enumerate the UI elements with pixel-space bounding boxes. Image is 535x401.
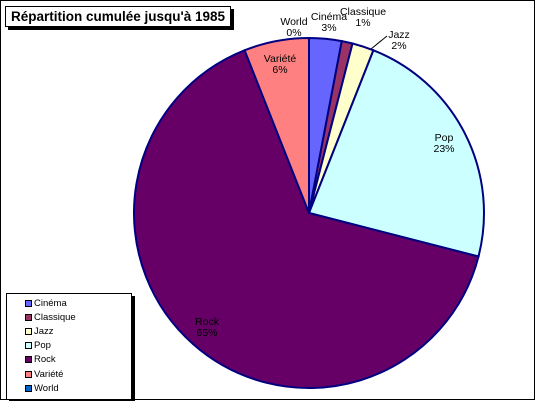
pie-slice-rock — [132, 48, 480, 390]
legend-swatch — [25, 300, 32, 307]
legend-item-world: World — [25, 382, 59, 396]
legend-item-rock: Rock — [25, 353, 56, 367]
legend-label: Rock — [34, 354, 56, 365]
legend-item-variete: Variété — [25, 368, 64, 382]
legend-item-pop: Pop — [25, 339, 51, 353]
legend: Cinéma Classique Jazz Pop Rock Variété W… — [6, 293, 132, 400]
legend-label: Pop — [34, 340, 51, 351]
label-pop: Pop 23% — [433, 132, 454, 155]
slice-value-label: 23% — [433, 143, 454, 155]
slice-value-label: 1% — [355, 17, 370, 29]
slice-category-label: Jazz — [388, 29, 410, 41]
legend-item-classique: Classique — [25, 311, 76, 325]
slice-value-label: 6% — [272, 64, 287, 76]
legend-label: World — [34, 383, 59, 394]
legend-swatch — [25, 314, 32, 321]
slice-value-label: 2% — [391, 40, 406, 52]
label-rock: Rock 65% — [195, 316, 220, 339]
legend-item-jazz: Jazz — [25, 325, 54, 339]
label-classique: Classique 1% — [340, 6, 386, 29]
slice-value-label: 3% — [321, 22, 336, 34]
legend-label: Cinéma — [34, 298, 67, 309]
legend-label: Jazz — [34, 326, 54, 337]
slice-category-label: Pop — [435, 132, 454, 144]
slice-category-label: World — [280, 16, 307, 28]
legend-swatch — [25, 371, 32, 378]
pie-slice-variete — [243, 36, 310, 214]
slice-category-label: Cinéma — [311, 11, 347, 23]
legend-swatch — [25, 342, 32, 349]
legend-label: Variété — [34, 369, 64, 380]
slice-value-label: 65% — [196, 327, 217, 339]
chart-title: Répartition cumulée jusqu'à 1985 — [5, 6, 232, 27]
label-world: World 0% — [280, 16, 307, 39]
legend-swatch — [25, 385, 32, 392]
label-variete: Variété 6% — [264, 53, 297, 76]
slice-value-label: 0% — [286, 27, 301, 39]
pie-slice-pop — [307, 48, 485, 258]
legend-item-cinema: Cinéma — [25, 297, 67, 311]
slice-category-label: Variété — [264, 53, 297, 65]
legend-swatch — [25, 328, 32, 335]
legend-label: Classique — [34, 312, 76, 323]
leader-line-jazz — [370, 35, 388, 50]
legend-swatch — [25, 356, 32, 363]
label-jazz: Jazz 2% — [388, 29, 410, 52]
label-cinema: Cinéma 3% — [311, 11, 347, 34]
slice-category-label: Classique — [340, 6, 386, 18]
slice-category-label: Rock — [195, 316, 220, 328]
